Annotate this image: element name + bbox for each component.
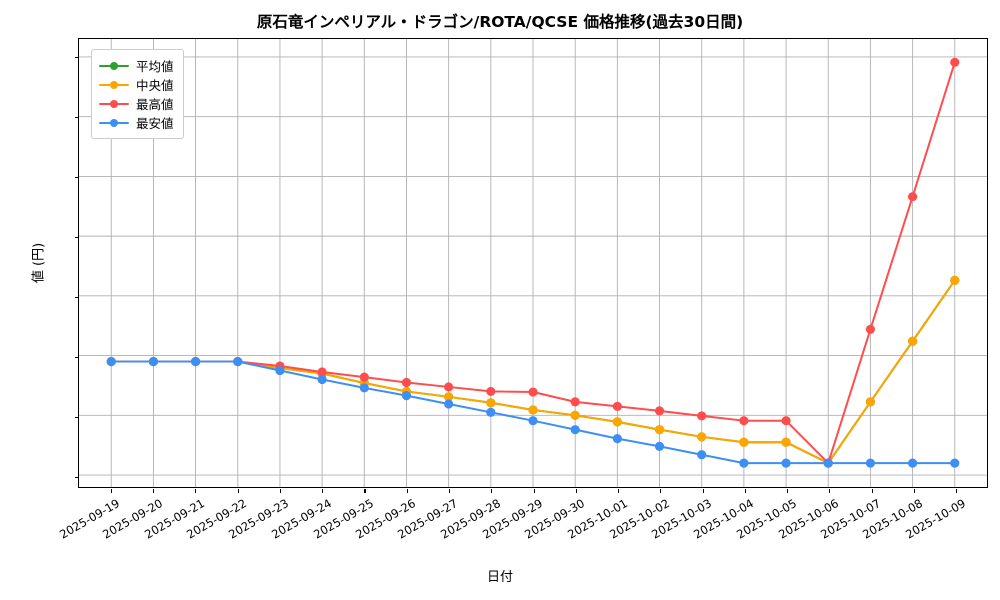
x-tick-mark: [575, 489, 577, 493]
x-tick-mark: [491, 489, 493, 493]
x-tick-mark: [110, 489, 112, 493]
plot-area: 600800100012001400160018002000 2025-09-1…: [32, 38, 988, 542]
y-tick-mark: [75, 296, 79, 298]
data-point: [317, 374, 327, 385]
x-tick-mark: [618, 489, 620, 493]
data-point: [486, 407, 496, 417]
data-point: [528, 405, 538, 415]
data-point: [697, 432, 707, 442]
x-tick-mark: [322, 489, 324, 493]
x-tick-mark: [195, 489, 197, 493]
legend-label: 最安値: [136, 116, 174, 131]
data-point: [865, 397, 876, 407]
data-point: [148, 356, 159, 367]
data-point: [444, 399, 454, 409]
x-tick-mark: [279, 489, 281, 493]
data-point: [486, 398, 496, 408]
data-point: [781, 416, 791, 426]
x-tick-mark: [660, 489, 662, 493]
data-point: [654, 425, 665, 435]
x-tick-mark: [871, 489, 873, 493]
x-tick-mark: [533, 489, 535, 493]
legend-label: 平均値: [136, 59, 174, 74]
data-point: [570, 410, 580, 420]
y-tick-mark: [75, 56, 79, 58]
data-point: [781, 458, 791, 468]
data-point: [612, 417, 622, 427]
data-point: [486, 386, 496, 397]
legend-marker-icon: [99, 78, 129, 92]
series-1: [106, 275, 960, 468]
data-point: [570, 397, 580, 407]
data-point: [865, 324, 876, 334]
y-tick-mark: [75, 176, 79, 178]
data-point: [950, 275, 960, 285]
x-axis-label: 日付: [486, 570, 513, 585]
data-point: [401, 391, 412, 401]
data-point: [907, 336, 918, 346]
data-point: [401, 377, 412, 388]
data-point: [739, 416, 749, 426]
y-tick-mark: [75, 356, 79, 358]
data-point: [865, 458, 876, 468]
data-point: [359, 383, 369, 393]
data-point: [697, 411, 707, 421]
data-point: [739, 437, 749, 447]
data-point: [106, 356, 116, 367]
data-point: [444, 382, 454, 392]
data-point: [570, 425, 580, 435]
data-point: [950, 458, 960, 468]
legend-marker-icon: [99, 116, 129, 130]
legend-item-3[interactable]: 最高値: [99, 94, 174, 113]
x-tick-mark: [153, 489, 155, 493]
x-tick-mark: [364, 489, 366, 493]
data-point: [697, 450, 707, 460]
data-point: [359, 372, 369, 382]
x-tick-mark: [744, 489, 746, 493]
y-axis-label: 値 (円): [31, 242, 47, 284]
y-tick-mark: [75, 476, 79, 478]
series-2: [106, 275, 960, 468]
legend-marker-icon: [99, 97, 129, 111]
x-tick-mark: [913, 489, 916, 493]
data-point: [190, 356, 201, 367]
data-point: [654, 441, 665, 451]
data-point: [233, 356, 243, 367]
chart-legend: 平均値中央値最高値最安値: [91, 49, 184, 139]
x-tick-mark: [237, 489, 239, 493]
legend-item-1[interactable]: 平均値: [99, 56, 174, 75]
chart-title: 原石竜インペリアル・ドラゴン/ROTA/QCSE 価格推移(過去30日間): [256, 13, 744, 31]
series-4: [106, 356, 960, 468]
legend-item-2[interactable]: 中央値: [99, 75, 174, 94]
data-point: [823, 458, 833, 468]
legend-label: 中央値: [136, 78, 174, 93]
data-point: [528, 416, 538, 426]
data-point: [781, 437, 791, 447]
legend-item-4[interactable]: 最安値: [99, 113, 174, 132]
x-tick-mark: [956, 489, 958, 493]
x-tick-mark: [406, 489, 408, 493]
y-tick-mark: [75, 236, 79, 238]
x-tick-mark: [787, 489, 789, 493]
data-point: [275, 365, 285, 376]
x-tick-mark: [448, 489, 451, 493]
data-point: [739, 458, 749, 468]
series-lines: [106, 57, 960, 468]
y-tick-mark: [75, 416, 79, 418]
data-point: [612, 401, 622, 411]
data-point: [907, 192, 918, 202]
data-point: [907, 458, 918, 468]
legend-marker-icon: [99, 59, 129, 73]
data-point: [612, 434, 622, 444]
x-tick-mark: [702, 489, 704, 493]
data-point: [950, 57, 960, 67]
y-tick-mark: [75, 116, 79, 118]
legend-label: 最高値: [136, 97, 174, 112]
data-point: [444, 392, 454, 402]
x-tick-mark: [829, 489, 831, 493]
data-point: [317, 367, 327, 377]
data-point: [528, 387, 538, 397]
data-point: [654, 406, 665, 416]
